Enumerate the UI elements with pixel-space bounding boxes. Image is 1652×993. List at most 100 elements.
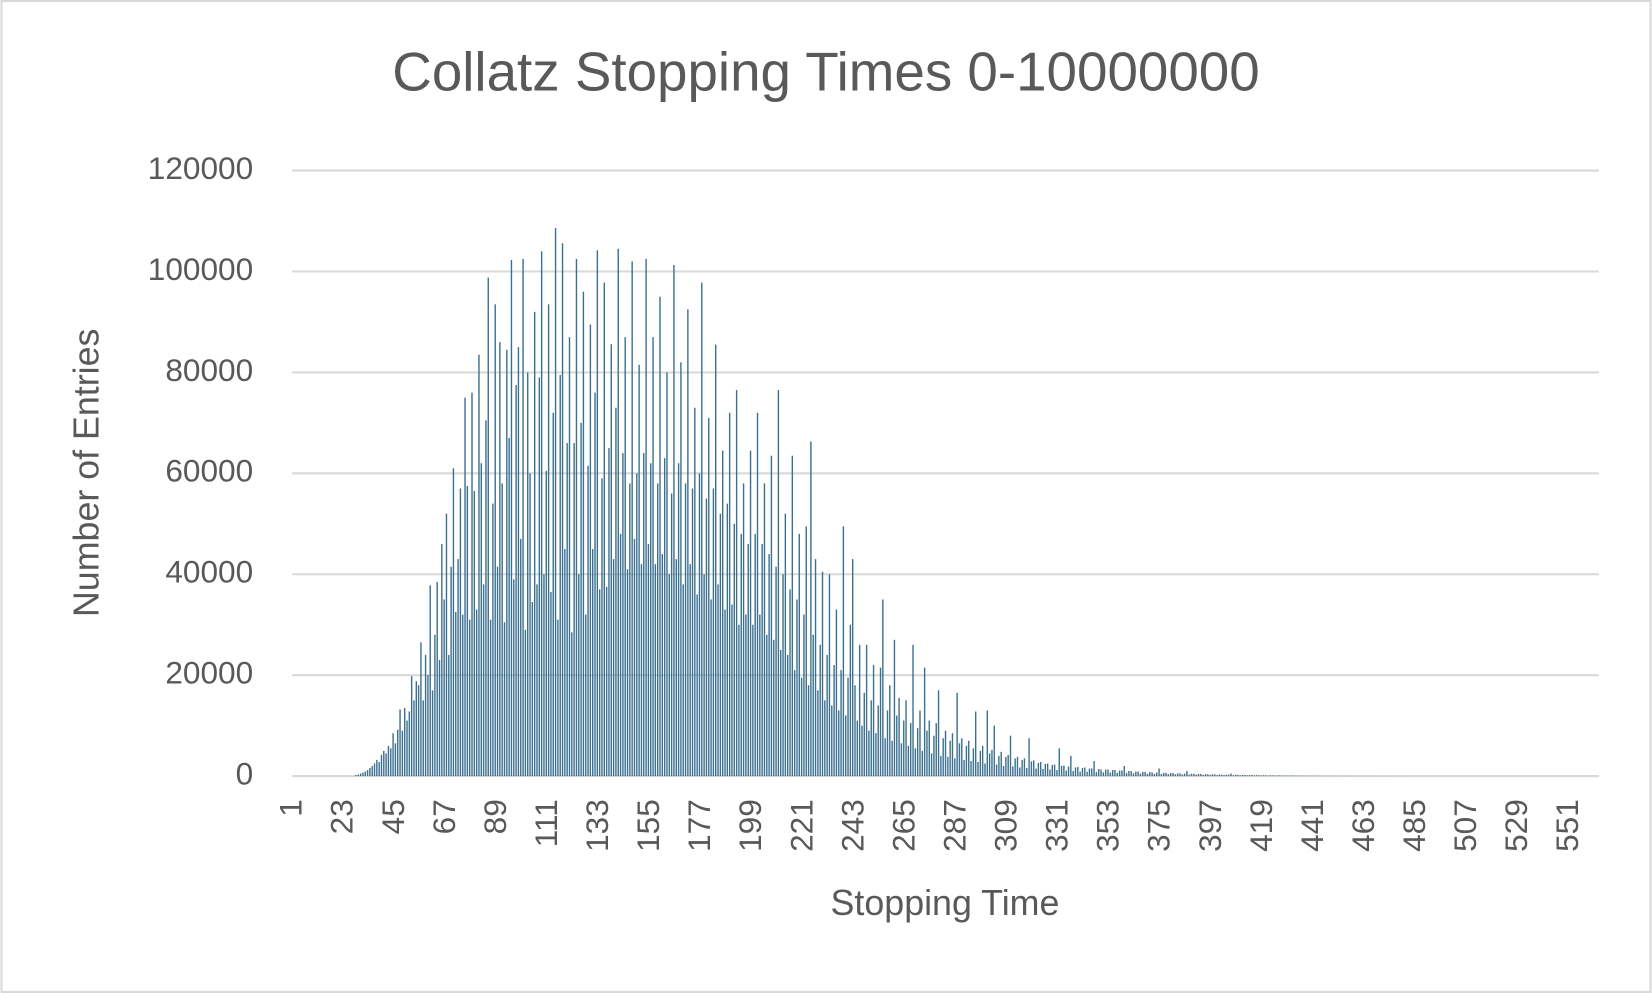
- bar: [733, 523, 735, 777]
- bar: [1144, 771, 1146, 777]
- bar: [1033, 760, 1035, 777]
- bar: [1167, 774, 1170, 777]
- bar: [1037, 762, 1040, 777]
- bar: [1074, 767, 1077, 777]
- bar: [970, 760, 972, 777]
- bar: [863, 692, 865, 777]
- bar: [687, 309, 689, 777]
- bar: [573, 443, 575, 777]
- bar: [1265, 775, 1267, 777]
- bar: [598, 589, 601, 777]
- bar: [1244, 775, 1246, 777]
- bar: [670, 493, 673, 777]
- bar: [761, 543, 763, 777]
- bar: [701, 282, 703, 777]
- x-tick-label: 133: [579, 799, 615, 852]
- bar: [770, 455, 773, 777]
- bar: [1135, 771, 1137, 777]
- y-tick-label: 0: [236, 755, 254, 791]
- bar: [1021, 759, 1023, 777]
- bar: [448, 654, 450, 777]
- bar: [735, 390, 738, 777]
- bar: [383, 750, 385, 777]
- bar: [984, 763, 986, 777]
- bar: [552, 412, 554, 777]
- bar: [845, 715, 847, 777]
- bar: [645, 258, 647, 777]
- bar: [617, 248, 619, 777]
- bar: [1181, 774, 1183, 777]
- bar: [585, 614, 587, 777]
- bar: [833, 665, 835, 777]
- bar: [766, 634, 768, 777]
- y-tick-label: 120000: [148, 150, 253, 186]
- bar: [1109, 772, 1112, 777]
- bar: [742, 483, 745, 777]
- bar: [972, 748, 975, 777]
- bar: [840, 670, 842, 777]
- bar: [680, 362, 682, 777]
- bar: [731, 604, 733, 777]
- bar: [979, 750, 982, 777]
- bar: [1200, 773, 1202, 777]
- bar: [937, 690, 940, 777]
- bar: [1093, 760, 1095, 777]
- bar: [1000, 751, 1002, 777]
- bar: [933, 735, 935, 777]
- bar: [1174, 774, 1177, 777]
- bar: [513, 579, 515, 777]
- bar: [603, 282, 606, 777]
- bar: [501, 483, 503, 777]
- bar: [879, 667, 882, 777]
- bar: [981, 745, 984, 777]
- bar: [824, 700, 826, 777]
- bar: [654, 564, 657, 777]
- bar: [1042, 769, 1044, 777]
- bar: [608, 448, 610, 777]
- bar: [759, 614, 761, 777]
- bar: [1186, 771, 1188, 777]
- bar: [475, 609, 478, 777]
- bar: [478, 354, 480, 777]
- bar: [366, 770, 369, 777]
- bar: [503, 622, 506, 777]
- bar: [429, 585, 431, 777]
- bar: [1053, 764, 1056, 777]
- bar: [900, 743, 903, 777]
- bar: [798, 533, 800, 777]
- bar: [1056, 770, 1058, 777]
- bar: [717, 584, 719, 777]
- bar: [988, 753, 991, 777]
- bar: [928, 720, 930, 777]
- bar: [508, 438, 510, 777]
- bar: [520, 538, 522, 777]
- bar: [819, 644, 821, 777]
- bar: [1128, 771, 1130, 777]
- x-tick-label: 287: [936, 799, 972, 852]
- x-tick-label: 23: [324, 799, 360, 834]
- bar: [796, 599, 798, 777]
- bar: [496, 566, 499, 777]
- bar: [1091, 768, 1093, 777]
- bar: [935, 723, 937, 777]
- bar: [1221, 774, 1223, 777]
- bar: [615, 407, 617, 777]
- bar: [1179, 773, 1181, 777]
- bar: [596, 250, 599, 777]
- bar: [712, 488, 715, 777]
- bar: [397, 729, 399, 777]
- bar: [793, 670, 796, 777]
- bar: [851, 559, 854, 777]
- bar: [559, 374, 561, 777]
- bar: [1026, 768, 1028, 777]
- bar: [517, 347, 520, 777]
- bar: [1116, 772, 1118, 777]
- bar: [408, 711, 411, 777]
- bar: [543, 574, 545, 777]
- bar: [1195, 774, 1197, 777]
- bar: [1283, 775, 1286, 777]
- bar: [436, 581, 438, 777]
- y-tick-label: 100000: [148, 251, 253, 287]
- bar: [438, 660, 441, 777]
